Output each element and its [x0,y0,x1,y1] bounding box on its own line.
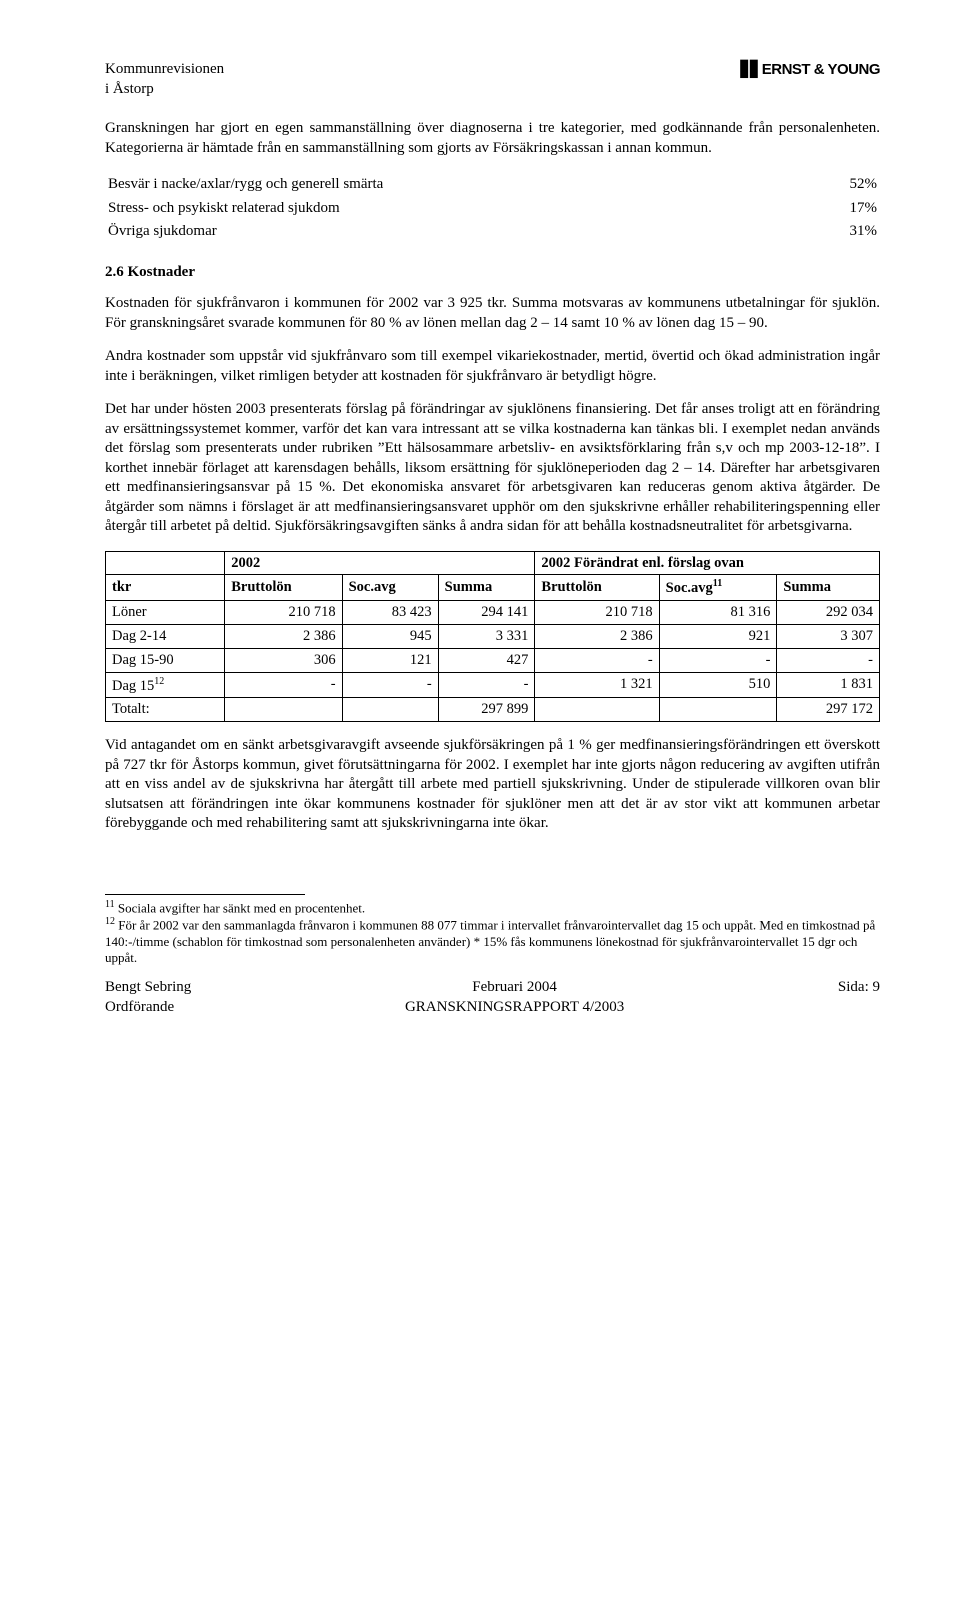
header-org: Kommunrevisionen [105,61,224,77]
cell: 510 [659,672,777,698]
cell: 297 899 [438,698,535,722]
cell: 2 386 [535,624,659,648]
stats-row: Stress- och psykiskt relaterad sjukdom 1… [107,198,878,220]
intro-paragraph: Granskningen har gjort en egen sammanstä… [105,119,880,158]
cell: 2 386 [225,624,342,648]
cell: 427 [438,648,535,672]
footer-left: Bengt Sebring Ordförande [105,978,191,1017]
body-paragraph: Vid antagandet om en sänkt arbetsgivarav… [105,736,880,834]
header-location: i Åstorp [105,81,154,97]
stats-label: Övriga sjukdomar [107,221,761,243]
stats-value: 31% [763,221,878,243]
row-label: Totalt: [106,698,225,722]
cell: 306 [225,648,342,672]
body-paragraph: Andra kostnader som uppstår vid sjukfrån… [105,347,880,386]
page-header: Kommunrevisionen i Åstorp ▋▋ERNST & YOUN… [105,60,880,99]
table-header: Summa [777,575,880,601]
table-header: Bruttolön [225,575,342,601]
footnotes: 11 Sociala avgifter har sänkt med en pro… [105,899,880,967]
footer-center: Februari 2004 GRANSKNINGSRAPPORT 4/2003 [405,978,624,1017]
cell [342,698,438,722]
footnote-text: Sociala avgifter har sänkt med en procen… [118,900,365,915]
header-brand: ▋▋ERNST & YOUNG [741,60,880,80]
cell: 210 718 [535,601,659,625]
row-label-text: Dag 15 [112,677,154,693]
cell: 81 316 [659,601,777,625]
cell: - [342,672,438,698]
cell: 294 141 [438,601,535,625]
stats-label: Stress- och psykiskt relaterad sjukdom [107,198,761,220]
table-header-row: tkr Bruttolön Soc.avg Summa Bruttolön So… [106,575,880,601]
cell: 83 423 [342,601,438,625]
section-heading: 2.6 Kostnader [105,263,880,283]
brand-text: ERNST & YOUNG [762,61,880,78]
cell [659,698,777,722]
table-group-header: 2002 Förändrat enl. förslag ovan [535,551,880,575]
cell: - [659,648,777,672]
table-row: Dag 15-90 306 121 427 - - - [106,648,880,672]
footnote: 11 Sociala avgifter har sänkt med en pro… [105,899,880,917]
footnote-num: 11 [105,899,115,910]
table-header: Summa [438,575,535,601]
table-header: Bruttolön [535,575,659,601]
stats-value: 17% [763,198,878,220]
cell: 3 331 [438,624,535,648]
cell: 121 [342,648,438,672]
table-row: Dag 1512 - - - 1 321 510 1 831 [106,672,880,698]
table-row: Löner 210 718 83 423 294 141 210 718 81 … [106,601,880,625]
cell [225,698,342,722]
table-header: Soc.avg11 [659,575,777,601]
table-group-header: 2002 [225,551,535,575]
footer-page: Sida: 9 [838,979,880,995]
footer-right: Sida: 9 [838,978,880,1017]
table-blank [106,551,225,575]
header-left: Kommunrevisionen i Åstorp [105,60,224,99]
row-label: Dag 2-14 [106,624,225,648]
stats-value: 52% [763,174,878,196]
cell [535,698,659,722]
row-label: Dag 15-90 [106,648,225,672]
cell: - [777,648,880,672]
cell: 1 321 [535,672,659,698]
row-label: Dag 1512 [106,672,225,698]
cell: 1 831 [777,672,880,698]
cell: 292 034 [777,601,880,625]
footer-date: Februari 2004 [472,979,557,995]
footer-author: Bengt Sebring [105,979,191,995]
cell: 3 307 [777,624,880,648]
stats-table: Besvär i nacke/axlar/rygg och generell s… [105,172,880,245]
footnote-ref: 11 [713,578,722,589]
table-header: tkr [106,575,225,601]
footnote-num: 12 [105,916,115,927]
table-header-text: Soc.avg [666,580,713,596]
table-row: Totalt: 297 899 297 172 [106,698,880,722]
cell: 297 172 [777,698,880,722]
body-paragraph: Kostnaden för sjukfrånvaron i kommunen f… [105,294,880,333]
body-paragraph: Det har under hösten 2003 presenterats f… [105,400,880,537]
cell: - [225,672,342,698]
footnote: 12 För år 2002 var den sammanlagda frånv… [105,916,880,966]
cell: - [535,648,659,672]
brand-bars-icon: ▋▋ [741,60,760,80]
page-footer: Bengt Sebring Ordförande Februari 2004 G… [105,978,880,1017]
footer-report: GRANSKNINGSRAPPORT 4/2003 [405,999,624,1015]
row-label: Löner [106,601,225,625]
table-row: Dag 2-14 2 386 945 3 331 2 386 921 3 307 [106,624,880,648]
table-group-row: 2002 2002 Förändrat enl. förslag ovan [106,551,880,575]
cell: 210 718 [225,601,342,625]
cost-table: 2002 2002 Förändrat enl. förslag ovan tk… [105,551,880,723]
cell: 945 [342,624,438,648]
footnote-ref: 12 [154,676,164,687]
table-header: Soc.avg [342,575,438,601]
stats-row: Besvär i nacke/axlar/rygg och generell s… [107,174,878,196]
cell: - [438,672,535,698]
stats-row: Övriga sjukdomar 31% [107,221,878,243]
footnote-text: För år 2002 var den sammanlagda frånvaro… [105,917,875,965]
footer-role: Ordförande [105,999,174,1015]
stats-label: Besvär i nacke/axlar/rygg och generell s… [107,174,761,196]
cell: 921 [659,624,777,648]
